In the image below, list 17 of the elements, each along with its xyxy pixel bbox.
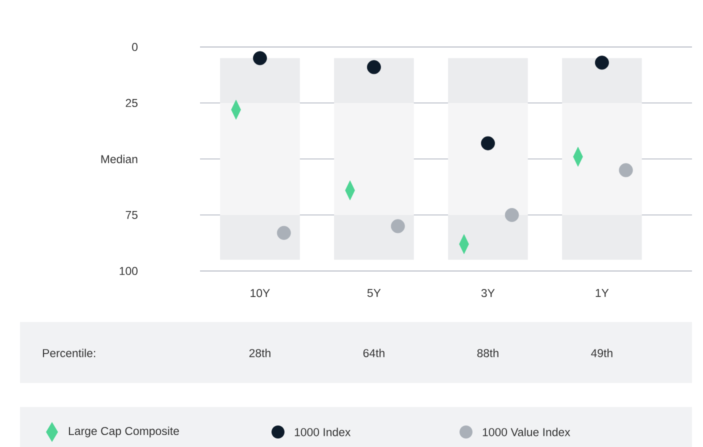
data-label: 28th	[249, 348, 270, 358]
data-label: 88th	[477, 348, 498, 358]
legend-label: 1000 Value Index	[482, 428, 570, 436]
y-tick-label: 75	[126, 210, 138, 219]
y-tick-label: 100	[120, 266, 138, 276]
x-tick-label: 1Y	[596, 289, 609, 297]
x-tick-label: 3Y	[481, 289, 495, 298]
y-tick-label: 0	[132, 42, 138, 52]
data-label: 49th	[591, 348, 612, 358]
x-tick-label: 10Y	[250, 289, 270, 298]
y-tick-label: Median	[101, 154, 138, 164]
y-tick-label: 25	[126, 98, 138, 108]
legend-label: Large Cap Composite	[68, 426, 179, 438]
x-tick-label: 5Y	[367, 289, 381, 297]
data-label: 64th	[363, 348, 384, 358]
text: Percentile:	[42, 348, 96, 358]
legend-label: 1000 Index	[294, 428, 351, 436]
